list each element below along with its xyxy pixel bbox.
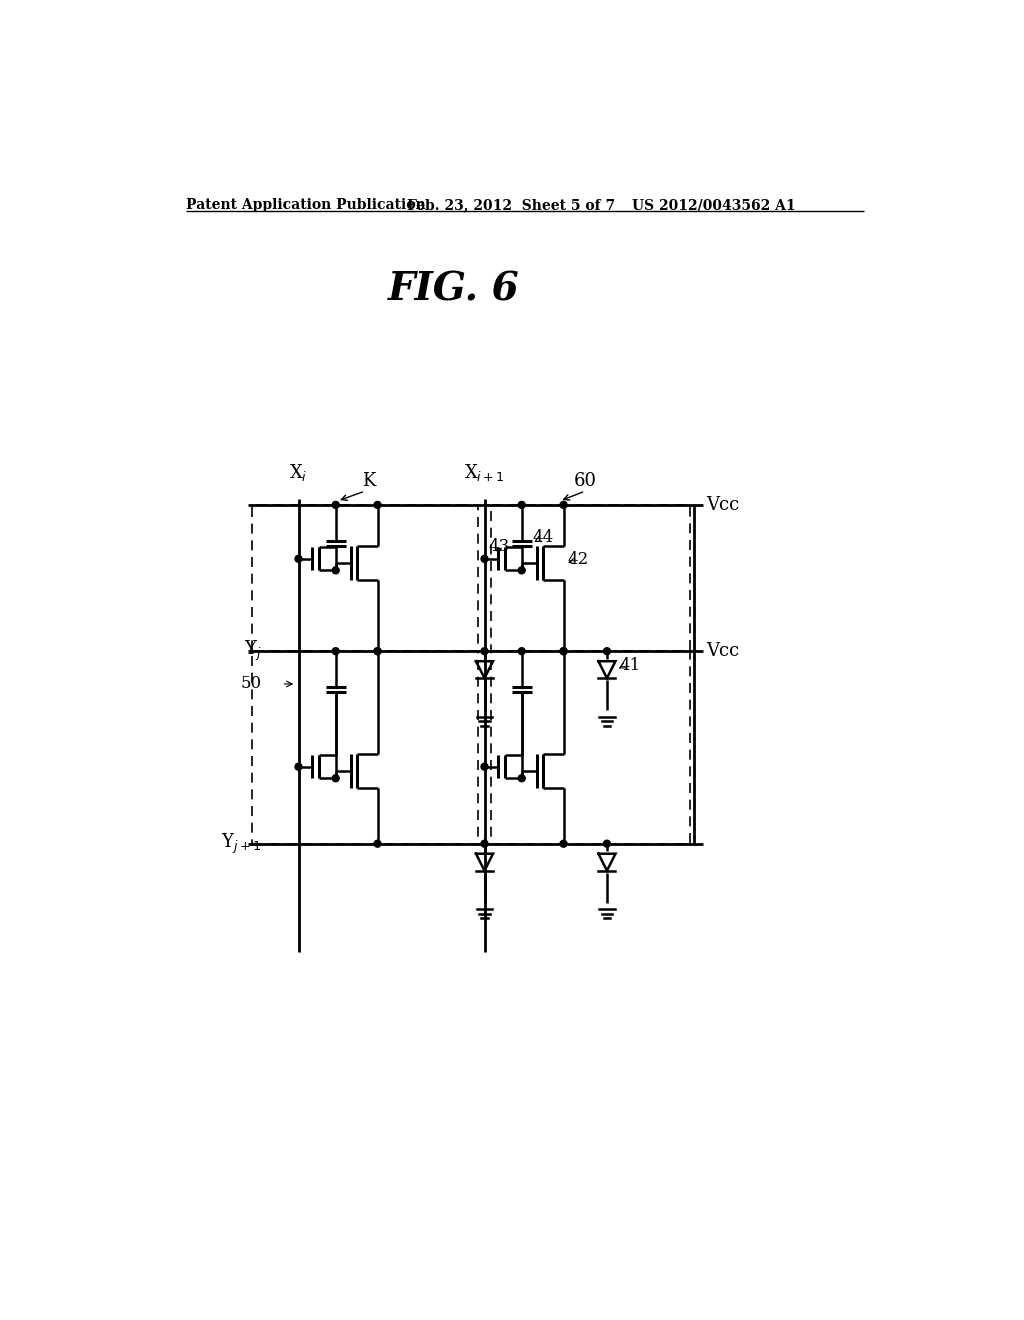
Bar: [252, 506, 478, 651]
Circle shape: [374, 648, 381, 655]
Text: 60: 60: [573, 471, 597, 490]
Bar: [252, 651, 478, 843]
Bar: [490, 651, 690, 843]
Text: 44: 44: [532, 529, 554, 545]
Circle shape: [518, 648, 525, 655]
Text: Y$_j$: Y$_j$: [244, 639, 261, 664]
Text: Patent Application Publication: Patent Application Publication: [186, 198, 426, 213]
Text: 41: 41: [620, 657, 641, 675]
Text: X$_i$: X$_i$: [289, 462, 308, 483]
Text: Y$_{j+1}$: Y$_{j+1}$: [221, 832, 261, 855]
Text: FIG. 6: FIG. 6: [388, 271, 519, 308]
Circle shape: [481, 648, 488, 655]
Circle shape: [374, 841, 381, 847]
Circle shape: [560, 648, 567, 655]
Text: 50: 50: [241, 676, 261, 693]
Circle shape: [560, 502, 567, 508]
Circle shape: [295, 556, 302, 562]
Circle shape: [560, 648, 567, 655]
Text: US 2012/0043562 A1: US 2012/0043562 A1: [632, 198, 796, 213]
Text: Vcc: Vcc: [707, 496, 739, 513]
Circle shape: [374, 648, 381, 655]
Circle shape: [332, 775, 339, 781]
Text: 43: 43: [488, 539, 510, 554]
Circle shape: [481, 841, 488, 847]
Circle shape: [374, 502, 381, 508]
Circle shape: [518, 775, 525, 781]
Text: 42: 42: [567, 550, 589, 568]
Circle shape: [295, 763, 302, 770]
Circle shape: [518, 502, 525, 508]
Circle shape: [560, 841, 567, 847]
Circle shape: [332, 648, 339, 655]
Text: Vcc: Vcc: [707, 643, 739, 660]
Circle shape: [603, 841, 610, 847]
Circle shape: [518, 566, 525, 574]
Bar: [490, 506, 690, 651]
Text: X$_{i+1}$: X$_{i+1}$: [464, 462, 505, 483]
Circle shape: [481, 763, 488, 770]
Circle shape: [332, 566, 339, 574]
Text: Feb. 23, 2012  Sheet 5 of 7: Feb. 23, 2012 Sheet 5 of 7: [407, 198, 615, 213]
Circle shape: [332, 502, 339, 508]
Circle shape: [603, 648, 610, 655]
Circle shape: [481, 556, 488, 562]
Text: K: K: [361, 471, 375, 490]
